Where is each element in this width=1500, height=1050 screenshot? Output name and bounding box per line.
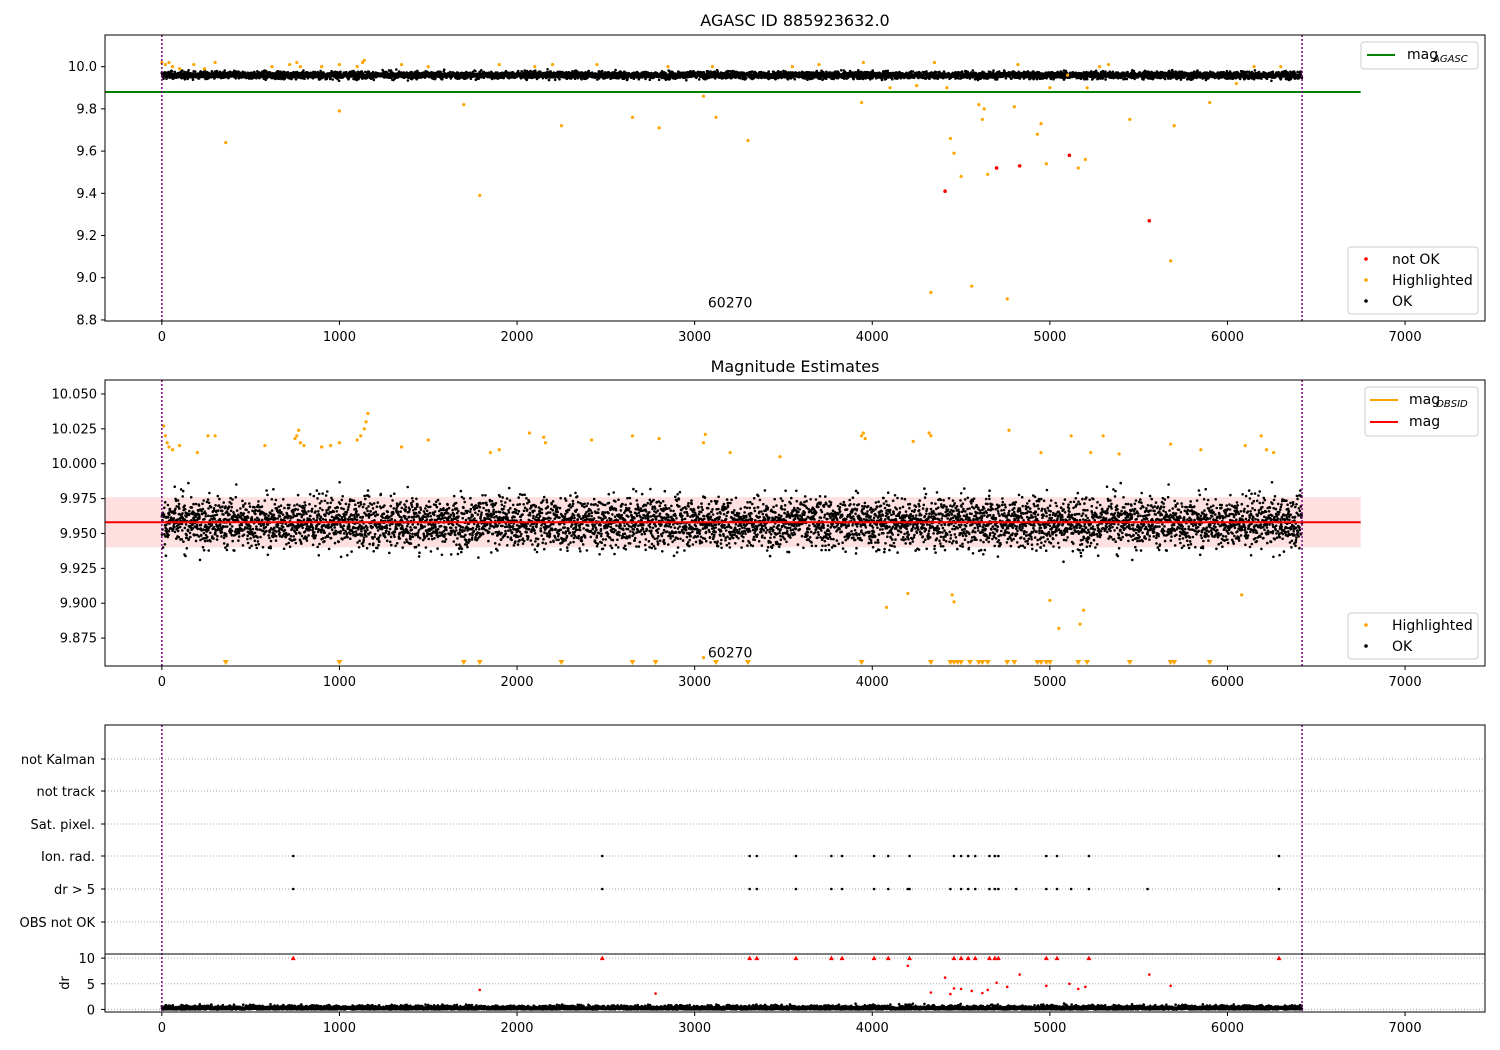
panel-1-title: AGASC ID 885923632.0 bbox=[700, 11, 889, 30]
ok-point bbox=[181, 69, 184, 72]
ok-point bbox=[685, 78, 688, 82]
ok-point bbox=[442, 68, 446, 71]
ok-point bbox=[233, 69, 236, 73]
ok-point bbox=[480, 69, 483, 72]
ok-point bbox=[891, 77, 894, 81]
ok-point bbox=[191, 78, 195, 81]
ok-point bbox=[367, 70, 371, 73]
ok-point bbox=[371, 70, 375, 74]
ok-point bbox=[441, 77, 444, 81]
ok-point bbox=[395, 68, 398, 71]
ok-point bbox=[925, 70, 928, 73]
ok-point bbox=[614, 68, 617, 72]
ok-point bbox=[223, 69, 226, 72]
ok-point bbox=[600, 69, 604, 73]
ok-point bbox=[434, 77, 437, 80]
ok-point bbox=[193, 70, 197, 73]
ok-point bbox=[234, 76, 238, 80]
ok-point bbox=[657, 78, 661, 81]
ok-point bbox=[880, 78, 884, 82]
ok-point bbox=[928, 77, 931, 81]
ok-point bbox=[546, 68, 549, 71]
ok-point bbox=[183, 70, 186, 74]
ok-point bbox=[325, 77, 329, 81]
ok-point bbox=[744, 77, 748, 80]
ok-point bbox=[697, 78, 701, 81]
ok-point bbox=[911, 70, 915, 73]
ok-point bbox=[187, 68, 190, 72]
ok-point bbox=[886, 69, 890, 73]
ok-point bbox=[971, 69, 975, 72]
panel-1-marks bbox=[105, 35, 1361, 321]
ok-point bbox=[170, 69, 174, 73]
ok-point bbox=[840, 69, 843, 72]
ok-point bbox=[319, 69, 322, 73]
ok-point bbox=[825, 70, 828, 74]
ok-point bbox=[553, 78, 557, 82]
ok-point bbox=[767, 70, 770, 73]
ok-point bbox=[331, 78, 335, 81]
ok-point bbox=[793, 77, 797, 81]
ok-point bbox=[303, 77, 306, 81]
ok-point bbox=[337, 79, 341, 83]
ok-point bbox=[210, 70, 214, 73]
ok-point bbox=[406, 79, 410, 82]
panel-agasc: AGASC ID 885923632.0 0 1000 2000 3000 4000 50… bbox=[68, 11, 1486, 345]
ok-point bbox=[989, 70, 992, 74]
ok-point bbox=[389, 69, 393, 72]
ok-point bbox=[558, 78, 561, 81]
ok-point bbox=[372, 78, 376, 82]
ok-point bbox=[992, 69, 995, 72]
ok-point bbox=[302, 69, 305, 72]
ok-point bbox=[547, 78, 551, 82]
ok-point bbox=[474, 69, 477, 73]
ok-point bbox=[516, 69, 520, 73]
ok-point bbox=[162, 77, 165, 80]
